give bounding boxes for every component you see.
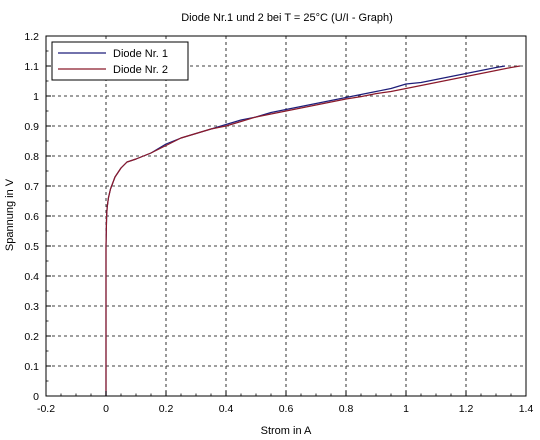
- y-tick-label: 0.5: [24, 241, 39, 253]
- x-tick-label: 0.4: [219, 403, 234, 415]
- x-tick-label: 1.2: [459, 403, 474, 415]
- grid: [46, 36, 526, 396]
- y-tick-label: 0.6: [24, 211, 39, 223]
- y-tick-label: 0.7: [24, 181, 39, 193]
- axis-ticks: -0.2 0 0.2 0.4 0.6 0.8 1 1.2 1.400.10.20.30.40.5…: [24, 31, 533, 415]
- series-lines: [105, 65, 521, 396]
- x-axis-title: Strom in A: [261, 425, 312, 437]
- x-tick-label: 0: [103, 403, 109, 415]
- chart-title: Diode Nr.1 und 2 bei T = 25°C (U/I - Gra…: [181, 12, 393, 24]
- x-tick-label: 0.6: [279, 403, 294, 415]
- y-tick-label: 0.2: [24, 331, 39, 343]
- legend-label: Diode Nr. 1: [113, 48, 168, 60]
- legend-box: [51, 41, 189, 81]
- y-tick-label: 1.1: [24, 61, 39, 73]
- x-tick-label: -0.2: [37, 403, 55, 415]
- y-tick-label: 1.2: [24, 31, 39, 43]
- x-tick-label: 0.8: [339, 403, 354, 415]
- y-axis-title: Spannung in V: [4, 178, 16, 251]
- legend: Diode Nr. 1 Diode Nr. 2: [51, 41, 189, 81]
- x-tick-label: 1.4: [519, 403, 534, 415]
- legend-label: Diode Nr. 2: [113, 64, 168, 76]
- y-tick-label: 0.1: [24, 361, 39, 373]
- y-tick-label: 0.9: [24, 121, 39, 133]
- x-tick-label: 0.2: [159, 403, 174, 415]
- y-tick-label: 0.4: [24, 271, 39, 283]
- x-tick-label: 1: [403, 403, 409, 415]
- y-tick-label: 0: [33, 391, 39, 403]
- series-line-2: [105, 65, 521, 396]
- y-tick-label: 1: [33, 91, 39, 103]
- y-tick-label: 0.8: [24, 151, 39, 163]
- y-tick-label: 0.3: [24, 301, 39, 313]
